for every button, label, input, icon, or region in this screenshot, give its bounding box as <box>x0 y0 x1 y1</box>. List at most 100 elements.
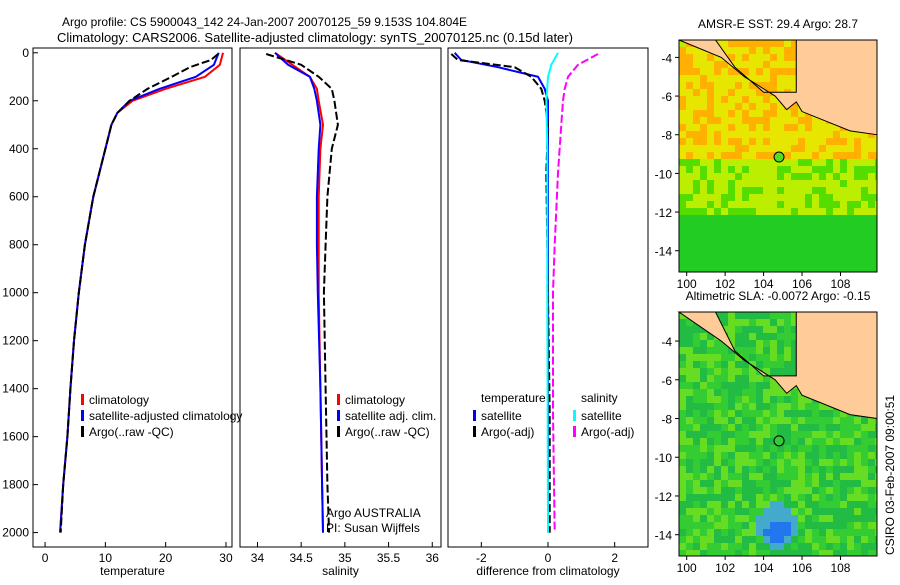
series-line-satellite-adjusted-climatology <box>59 52 220 533</box>
map-cell <box>686 403 693 410</box>
map-cell <box>749 326 756 333</box>
map-cell <box>721 229 728 236</box>
map-cell <box>742 257 749 264</box>
map-cell <box>861 166 868 173</box>
map-cell <box>812 522 819 529</box>
map-cell <box>749 368 756 375</box>
map-cell <box>791 40 798 47</box>
map-cell <box>679 480 686 487</box>
map-cell <box>763 424 770 431</box>
y-tick-label: -14 <box>655 529 673 543</box>
map-cell <box>861 145 868 152</box>
map-cell <box>714 257 721 264</box>
map-cell <box>679 424 686 431</box>
map-cell <box>777 403 784 410</box>
map-cell <box>735 187 742 194</box>
map-cell <box>847 152 854 159</box>
map-cell <box>679 543 686 550</box>
map-cell <box>791 215 798 222</box>
map-cell <box>679 382 686 389</box>
map-cell <box>868 194 875 201</box>
map-cell <box>742 152 749 159</box>
map-cell <box>791 117 798 124</box>
map-cell <box>714 131 721 138</box>
map-cell <box>735 326 742 333</box>
map-cell <box>777 396 784 403</box>
map-cell <box>686 487 693 494</box>
map-cell <box>714 89 721 96</box>
map-cell <box>686 152 693 159</box>
map-cell <box>798 264 805 271</box>
map-cell <box>714 375 721 382</box>
map-cell <box>819 194 826 201</box>
map-cell <box>728 312 735 319</box>
legend-label: Argo(..raw -QC) <box>345 425 430 439</box>
map-cell <box>679 201 686 208</box>
map-cell <box>875 515 877 522</box>
map-cell <box>833 236 840 243</box>
map-cell <box>735 529 742 536</box>
map-cell <box>756 417 763 424</box>
map-cell <box>756 124 763 131</box>
map-cell <box>728 480 735 487</box>
map-cell <box>805 201 812 208</box>
map-cell <box>700 173 707 180</box>
map-cell <box>763 47 770 54</box>
map-cell <box>784 250 791 257</box>
map-cell <box>770 452 777 459</box>
map-cell <box>798 222 805 229</box>
map-cell <box>749 354 756 361</box>
map-cell <box>770 550 777 556</box>
map-cell <box>686 47 693 54</box>
map-cell <box>770 110 777 117</box>
map-cell <box>728 431 735 438</box>
map-cell <box>770 466 777 473</box>
map-cell <box>749 361 756 368</box>
map-cell <box>770 68 777 75</box>
map-cell <box>721 187 728 194</box>
map-cell <box>840 424 847 431</box>
map-cell <box>819 187 826 194</box>
map-cell <box>847 487 854 494</box>
map-cell <box>784 536 791 543</box>
map-cell <box>679 131 686 138</box>
map-cell <box>784 340 791 347</box>
map-cell <box>770 236 777 243</box>
map-cell <box>819 117 826 124</box>
map-cell <box>763 396 770 403</box>
map-cell <box>742 536 749 543</box>
map-cell <box>791 417 798 424</box>
map-cell <box>826 473 833 480</box>
map-cell <box>805 515 812 522</box>
map-cell <box>686 494 693 501</box>
map-cell <box>679 103 686 110</box>
series-line-salinity-satellite <box>545 52 559 533</box>
map-cell <box>735 82 742 89</box>
map-cell <box>798 145 805 152</box>
map-cell <box>812 264 819 271</box>
map-cell <box>861 250 868 257</box>
map-cell <box>770 40 777 47</box>
map-cell <box>777 354 784 361</box>
map-cell <box>749 508 756 515</box>
map-cell <box>714 110 721 117</box>
map-cell <box>693 61 700 68</box>
map-cell <box>679 96 686 103</box>
map-cell <box>812 403 819 410</box>
map-cell <box>728 89 735 96</box>
map-cell <box>693 487 700 494</box>
map-cell <box>714 550 721 556</box>
legend-title: salinity <box>581 391 618 405</box>
map-cell <box>861 459 868 466</box>
map-cell <box>854 459 861 466</box>
map-cell <box>777 529 784 536</box>
map-cell <box>679 389 686 396</box>
map-cell <box>861 152 868 159</box>
map-cell <box>784 410 791 417</box>
map-cell <box>735 54 742 61</box>
map-cell <box>763 201 770 208</box>
map-cell <box>770 438 777 445</box>
map-cell <box>819 522 826 529</box>
map-cell <box>728 522 735 529</box>
